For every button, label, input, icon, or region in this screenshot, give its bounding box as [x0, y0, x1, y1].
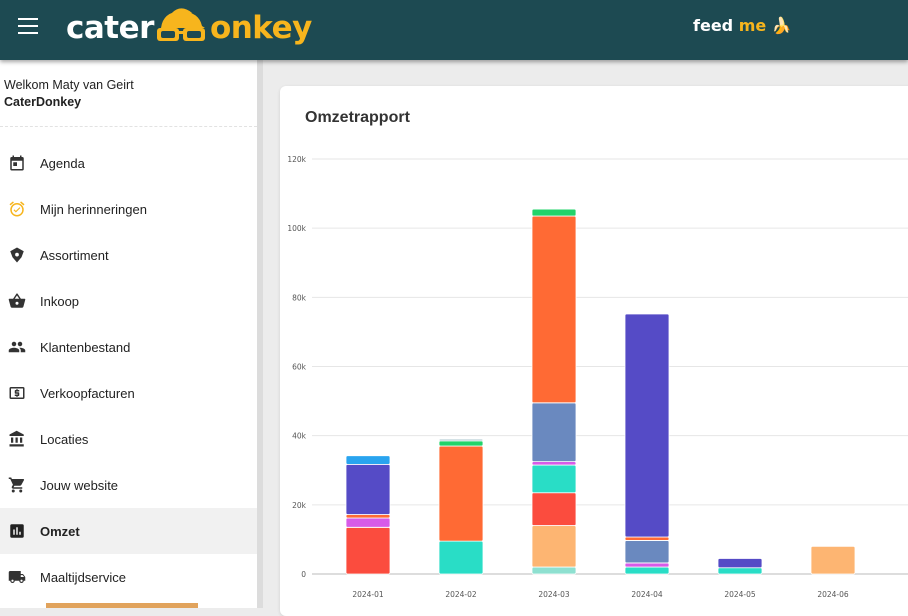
bar-segment — [438, 438, 484, 442]
bar-segment — [531, 208, 577, 217]
bar-segment — [624, 536, 670, 541]
sidebar-item-label: Inkoop — [40, 293, 80, 309]
truck-icon — [8, 568, 26, 586]
me-word: me — [738, 16, 767, 35]
logo[interactable]: cater onkey — [66, 6, 312, 46]
sidebar-item-klantenbestand[interactable]: Klantenbestand — [0, 324, 257, 370]
bar-segment — [717, 558, 763, 569]
bar-segment — [345, 463, 391, 515]
bar-chart-icon — [8, 522, 26, 540]
sidebar-item-label: Maaltijdservice — [40, 569, 126, 585]
bar-segment — [531, 492, 577, 526]
sidebar-item-label: Agenda — [40, 155, 85, 171]
feed-me-link[interactable]: feed me 🍌 — [693, 16, 792, 35]
sidebar-item-label: Locaties — [40, 431, 89, 447]
sidebar-item-verkoopfacturen[interactable]: Verkoopfacturen — [0, 370, 257, 416]
y-tick-label: 20k — [292, 501, 307, 510]
x-tick-label: 2024-06 — [817, 590, 849, 599]
top-bar: cater onkey feed me 🍌 — [0, 0, 908, 60]
sidebar-item-label: Mijn herinneringen — [40, 201, 147, 217]
people-icon — [8, 338, 26, 356]
sidebar-item-label: Omzet — [40, 523, 80, 539]
sidebar-item-jouw-website[interactable]: Jouw website — [0, 462, 257, 508]
report-card: Omzetrapport 0 20k 40k 60k 80k 100k 120k 2024-0… — [280, 86, 908, 616]
bar-segment — [717, 567, 763, 575]
assortment-icon — [8, 246, 26, 264]
bar-segment — [531, 461, 577, 466]
bar-segment — [531, 566, 577, 575]
sidebar-item-agenda[interactable]: Agenda — [0, 140, 257, 186]
sidebar-item-label: Klantenbestand — [40, 339, 131, 355]
sidebar-item-assortiment[interactable]: Assortiment — [0, 232, 257, 278]
bar-segment — [345, 526, 391, 575]
donkey-head-icon — [156, 8, 205, 41]
x-tick-label: 2024-05 — [724, 590, 756, 599]
bar-segment — [438, 440, 484, 447]
sidebar-scrollbar[interactable] — [257, 60, 263, 608]
y-tick-label: 80k — [292, 293, 307, 302]
sidebar-item-label: Jouw website — [40, 477, 119, 493]
sidebar-item-omzet[interactable]: Omzet — [0, 508, 257, 554]
x-tick-label: 2024-04 — [631, 590, 663, 599]
bar-segment — [345, 514, 391, 519]
logo-text-cater: cater — [66, 10, 154, 46]
bank-icon — [8, 430, 26, 448]
hamburger-menu-icon[interactable] — [18, 18, 38, 34]
revenue-chart: 0 20k 40k 60k 80k 100k 120k 2024-01 2024-02 2024-… — [287, 155, 908, 599]
sidebar-item-locaties[interactable]: Locaties — [0, 416, 257, 462]
bar-segment — [624, 540, 670, 564]
welcome-text: Welkom Maty van Geirt — [4, 78, 134, 92]
bar-segment — [624, 313, 670, 538]
bar-segment — [624, 562, 670, 568]
bar-segment — [624, 566, 670, 575]
welcome-block: Welkom Maty van Geirt CaterDonkey — [0, 60, 257, 127]
calendar-icon — [8, 154, 26, 172]
cart-icon — [8, 476, 26, 494]
basket-icon — [8, 292, 26, 310]
sidebar-item-label: Assortiment — [40, 247, 109, 263]
bar-segment — [345, 517, 391, 528]
y-tick-label: 60k — [292, 363, 307, 372]
sidebar-item-label: Verkoopfacturen — [40, 385, 135, 401]
bar-segment — [438, 540, 484, 575]
alarm-icon — [8, 200, 26, 218]
bar-segment — [531, 525, 577, 568]
sidebar-item-herinneringen[interactable]: Mijn herinneringen — [0, 186, 257, 232]
bar-segment — [531, 215, 577, 404]
bar-segment — [438, 445, 484, 542]
logo-text-onkey: onkey — [209, 10, 312, 46]
sidebar-item-inkoop[interactable]: Inkoop — [0, 278, 257, 324]
sidebar-item-maaltijdservice[interactable]: Maaltijdservice — [0, 554, 257, 600]
bar-segment — [810, 545, 856, 575]
bar-segment — [531, 402, 577, 463]
company-name: CaterDonkey — [4, 95, 82, 109]
x-tick-label: 2024-01 — [352, 590, 384, 599]
nav-list: Agenda Mijn herinneringen Assortiment In… — [0, 127, 257, 600]
x-tick-label: 2024-02 — [445, 590, 477, 599]
report-title: Omzetrapport — [305, 109, 410, 126]
y-tick-label: 40k — [292, 432, 307, 441]
sidebar: Welkom Maty van Geirt CaterDonkey Agenda… — [0, 60, 257, 608]
invoice-icon — [8, 384, 26, 402]
y-tick-label: 120k — [287, 155, 306, 164]
y-tick-label: 0 — [301, 570, 306, 579]
feed-word: feed — [693, 16, 734, 35]
y-tick-label: 100k — [287, 224, 306, 233]
bar-segment — [531, 464, 577, 494]
x-tick-label: 2024-03 — [538, 590, 570, 599]
sidebar-illustration — [46, 603, 198, 608]
bar-segment — [345, 455, 391, 465]
banana-icon: 🍌 — [771, 16, 792, 35]
